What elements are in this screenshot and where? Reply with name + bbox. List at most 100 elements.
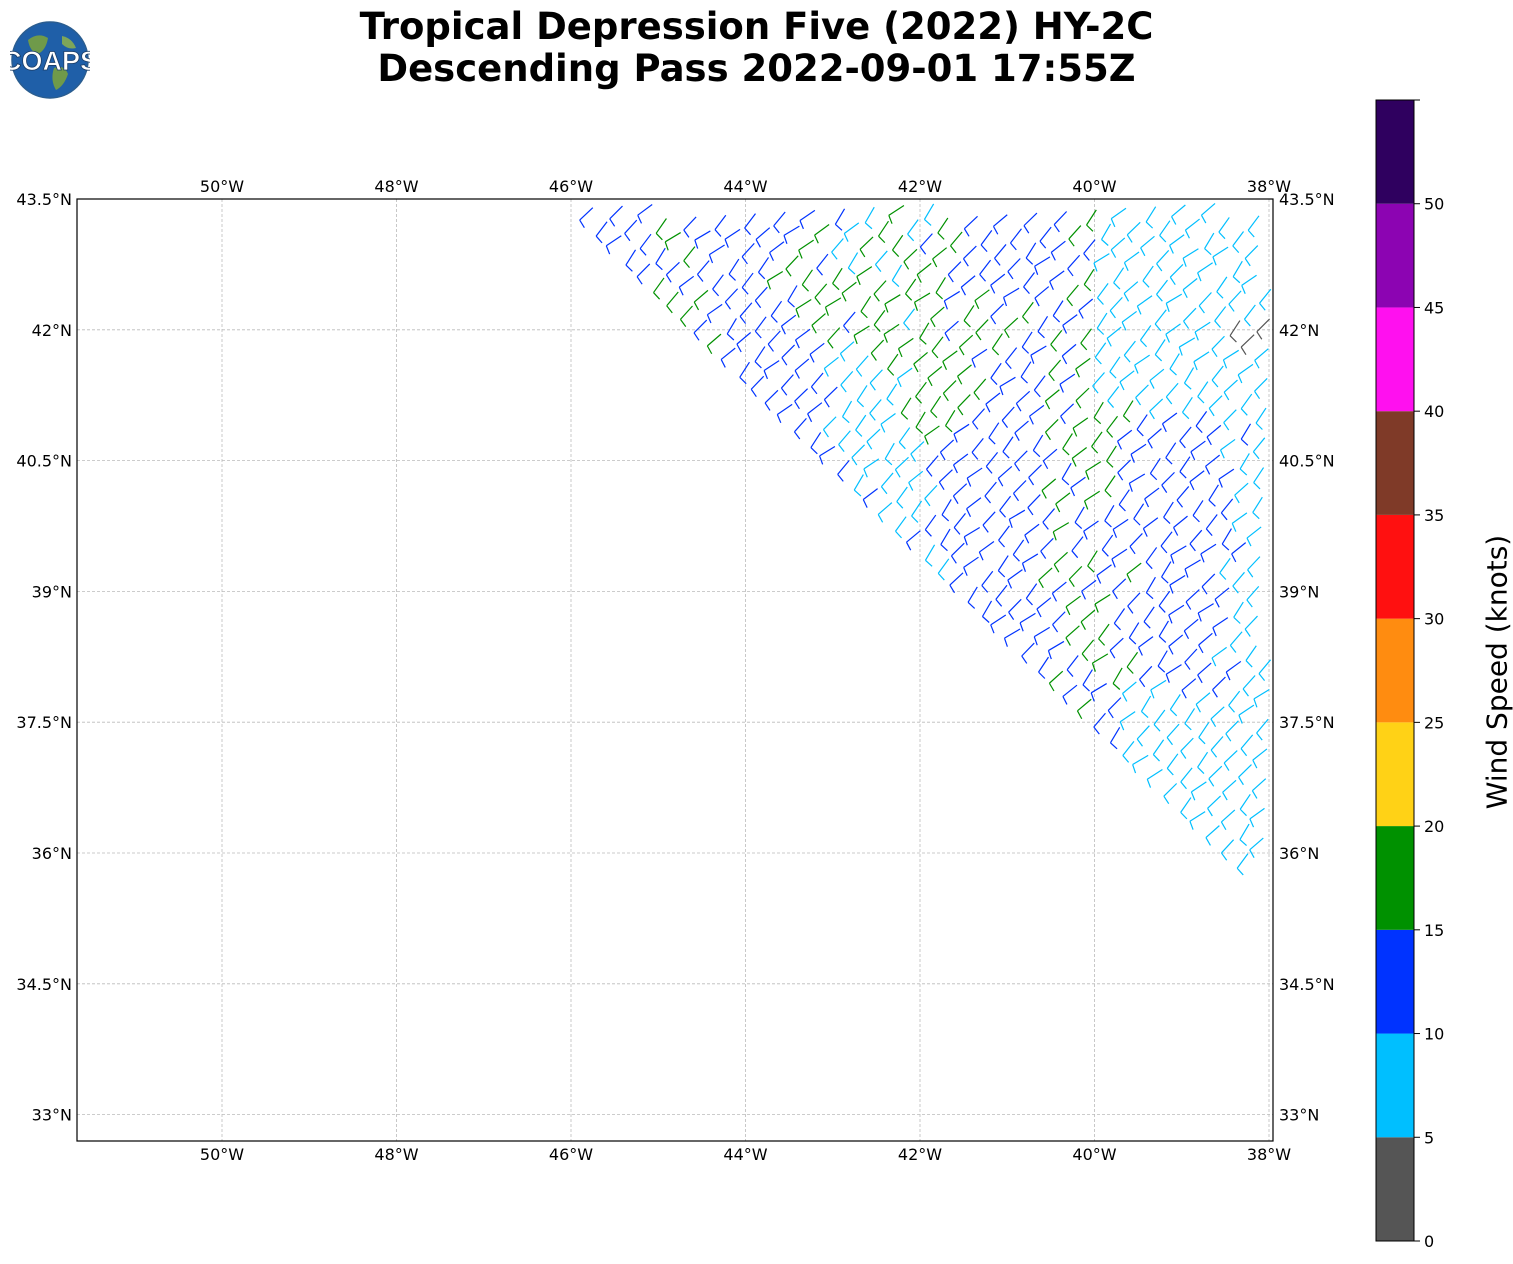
lat-label-right: 43.5°N: [1279, 190, 1335, 209]
wind-barb-flag: [1180, 811, 1188, 820]
wind-barb-flag: [807, 413, 813, 423]
wind-barb-shaft: [1256, 718, 1269, 734]
wind-barb-shaft: [1065, 625, 1080, 639]
wind-barb-flag: [841, 292, 847, 302]
wind-barb-flag: [1218, 231, 1226, 240]
wind-barb-flag: [1083, 284, 1092, 292]
wind-barb-flag: [1052, 531, 1057, 541]
wind-barb-flag: [1076, 710, 1083, 720]
wind-barb-shaft: [1133, 503, 1145, 520]
wind-barb-flag: [776, 414, 782, 424]
wind-barb-shaft: [873, 280, 887, 295]
wind-barb-shaft: [1232, 571, 1245, 587]
wind-barb-shaft: [655, 247, 666, 264]
wind-barb-shaft: [1132, 754, 1149, 766]
wind-barb-flag: [860, 311, 868, 319]
wind-barb-flag: [1034, 297, 1040, 307]
colorbar-tick-label: 35: [1424, 506, 1444, 525]
wind-barb-flag: [1132, 764, 1137, 774]
wind-barb-flag: [894, 469, 901, 478]
lon-label-bottom: 44°W: [723, 1145, 767, 1164]
wind-barb-shaft: [679, 305, 693, 320]
wind-barb-flag: [1208, 407, 1215, 417]
wind-barb-shaft: [880, 413, 896, 425]
wind-barb-flag: [754, 330, 762, 339]
wind-barb-flag: [1197, 612, 1202, 622]
wind-barb-flag: [1030, 354, 1035, 364]
wind-barb-flag: [1228, 303, 1235, 312]
wind-barb-shaft: [979, 541, 995, 553]
wind-barb-shaft: [1194, 321, 1211, 333]
lon-label-top: 42°W: [898, 177, 942, 196]
wind-barb-flag: [963, 536, 968, 546]
wind-barb-shaft: [1081, 579, 1097, 592]
lat-label-left: 33°N: [32, 1106, 72, 1125]
wind-barb-flag: [1139, 679, 1146, 688]
wind-barb-flag: [1220, 512, 1228, 521]
wind-barb-flag: [708, 254, 714, 264]
wind-barb-flag: [832, 283, 840, 291]
wind-barb-shaft: [1123, 340, 1136, 356]
wind-barb-shaft: [1004, 317, 1019, 331]
wind-barb-shaft: [1214, 587, 1230, 600]
wind-barb-shaft: [915, 411, 926, 428]
wind-barb-flag: [838, 444, 845, 452]
wind-barb-flag: [693, 332, 700, 341]
wind-barb-shaft: [1107, 697, 1122, 711]
wind-barb-flag: [1197, 272, 1202, 282]
wind-barb-shaft: [1139, 665, 1153, 680]
wind-barb-shaft: [1205, 454, 1221, 467]
wind-barb-shaft: [935, 277, 946, 294]
wind-barb-flag: [950, 555, 957, 564]
wind-barb-flag: [981, 585, 989, 593]
wind-barb-flag: [1165, 396, 1173, 405]
wind-barb-flag: [1253, 698, 1258, 708]
lat-label-right: 33°N: [1279, 1106, 1319, 1125]
wind-barb-flag: [664, 241, 669, 251]
map-axis-labels: 50°W 50°W 48°W 48°W 46°W 46°W 44°W 44°W 42°W 42°W…: [16, 177, 1334, 1164]
wind-barb-shaft: [1022, 301, 1034, 318]
wind-barb-flag: [840, 384, 847, 393]
wind-barb-flag: [1008, 611, 1015, 620]
wind-barb-shaft: [1236, 853, 1249, 869]
wind-barb-flag: [1207, 808, 1213, 817]
wind-barb-shaft: [937, 558, 950, 574]
wind-barb-shaft: [1200, 543, 1217, 555]
wind-barb-shaft: [755, 227, 771, 240]
wind-barb-shaft: [1087, 550, 1098, 567]
wind-barb-shaft: [1145, 547, 1158, 563]
wind-barb-flag: [1140, 339, 1148, 348]
wind-barb-shaft: [1065, 595, 1081, 608]
wind-barb-shaft: [1126, 562, 1142, 575]
wind-barb-flag: [1161, 484, 1168, 493]
wind-barb-flag: [1232, 585, 1239, 594]
wind-barb-flag: [924, 436, 929, 445]
wind-barb-shaft: [974, 289, 990, 302]
wind-barb-shaft: [1096, 312, 1108, 329]
wind-barb-flag: [1101, 549, 1109, 557]
wind-barb-shaft: [1193, 351, 1210, 363]
wind-barb-shaft: [1231, 512, 1248, 524]
wind-barb-shaft: [1021, 642, 1035, 657]
wind-barb-flag: [979, 274, 987, 282]
wind-barb-flag: [1244, 628, 1251, 637]
wind-barb-flag: [798, 249, 803, 259]
wind-barb-flag: [874, 264, 882, 273]
wind-barb-shaft: [981, 600, 993, 617]
wind-barb-flag: [1231, 553, 1237, 563]
wind-barb-flag: [1165, 303, 1170, 313]
wind-barb-shaft: [1228, 290, 1242, 305]
wind-barb-shaft: [843, 311, 856, 327]
wind-barb-flag: [1037, 331, 1045, 339]
wind-barb-shaft: [1059, 373, 1076, 385]
wind-barb-flag: [1160, 545, 1168, 554]
wind-barb-shaft: [916, 262, 932, 276]
wind-barb-shaft: [1147, 428, 1162, 441]
wind-barb-flag: [1168, 646, 1174, 655]
wind-barb-shaft: [843, 222, 860, 234]
wind-barb-flag: [1042, 460, 1049, 470]
wind-barb-shaft: [1112, 518, 1129, 530]
wind-barb-flag: [950, 245, 957, 254]
wind-barb-shaft: [773, 211, 786, 227]
wind-barb-flag: [793, 431, 801, 440]
